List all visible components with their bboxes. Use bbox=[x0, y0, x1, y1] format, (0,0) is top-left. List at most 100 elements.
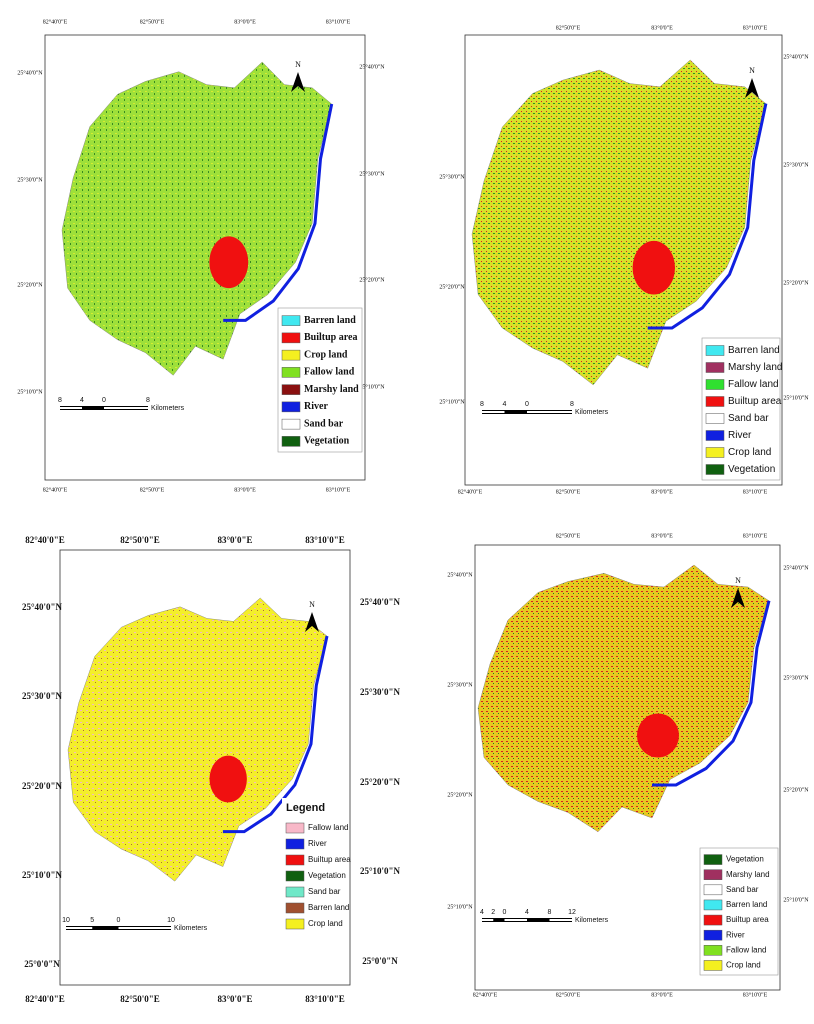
legend-swatch bbox=[285, 902, 305, 914]
legend-label: Sand bar bbox=[728, 413, 769, 424]
left-coordinate: 25°10'0"N bbox=[17, 388, 43, 395]
right-coordinate: 25°30'0"N bbox=[359, 170, 385, 177]
right-coordinate: 25°30'0"N bbox=[783, 161, 809, 168]
right-coordinate: 25°20'0"N bbox=[359, 276, 385, 283]
legend-swatch bbox=[703, 899, 723, 911]
legend-label: Crop land bbox=[726, 961, 761, 970]
bottom-coordinate: 82°40'0"E bbox=[458, 488, 483, 495]
left-coordinate: 25°10'0"N bbox=[22, 870, 63, 880]
river bbox=[223, 103, 334, 322]
legend-swatch bbox=[703, 914, 723, 926]
bottom-coordinate: 83°10'0"E bbox=[305, 994, 345, 1004]
legend-label: Vegetation bbox=[304, 436, 350, 447]
right-coordinate: 25°20'0"N bbox=[360, 777, 401, 787]
land-cover-map bbox=[61, 61, 332, 376]
map-frame bbox=[464, 34, 783, 486]
scale-label: 8 bbox=[570, 401, 574, 408]
legend-swatch bbox=[285, 886, 305, 898]
top-coordinate: 83°0'0"E bbox=[651, 532, 673, 539]
legend-swatch bbox=[281, 384, 301, 395]
legend-swatch bbox=[703, 945, 723, 956]
legend-swatch bbox=[705, 464, 725, 475]
legend-swatch bbox=[281, 436, 301, 447]
bottom-coordinate: 82°40'0"E bbox=[43, 486, 68, 493]
legend-swatch bbox=[281, 367, 301, 378]
legend-label: Crop land bbox=[304, 349, 348, 360]
river bbox=[652, 600, 771, 787]
legend-title: Legend bbox=[286, 802, 325, 814]
top-coordinate: 82°50'0"E bbox=[556, 24, 581, 31]
scale-label: 8 bbox=[548, 909, 552, 916]
top-coordinate: 82°50'0"E bbox=[140, 18, 165, 25]
left-coordinate: 25°10'0"N bbox=[439, 398, 465, 405]
scale-unit: Kilometers bbox=[174, 925, 208, 932]
left-coordinate: 25°30'0"N bbox=[439, 173, 465, 180]
left-coordinate: 25°30'0"N bbox=[22, 691, 63, 701]
left-coordinate: 25°30'0"N bbox=[17, 176, 43, 183]
scale-bar-segment bbox=[104, 407, 148, 409]
top-coordinate: 83°0'0"E bbox=[651, 24, 673, 31]
legend-label: Marshy land bbox=[726, 870, 770, 879]
legend-label: Barren land bbox=[308, 903, 349, 912]
right-coordinate: 25°20'0"N bbox=[783, 279, 809, 286]
north-arrow bbox=[731, 588, 745, 608]
legend-label: River bbox=[728, 430, 752, 441]
bottom-coordinate: 83°0'0"E bbox=[651, 991, 673, 998]
scale-bar-segment bbox=[66, 927, 93, 929]
scale-bar-segment bbox=[549, 919, 572, 921]
legend-label: Barren land bbox=[728, 345, 780, 356]
top-coordinate: 82°40'0"E bbox=[25, 535, 65, 545]
scale-bar-segment bbox=[527, 411, 572, 413]
legend-label: Fallow land bbox=[726, 945, 766, 954]
bottom-coordinate: 82°40'0"E bbox=[473, 991, 498, 998]
scale-label: 4 bbox=[503, 401, 507, 408]
left-coordinate: 25°40'0"N bbox=[22, 602, 63, 612]
top-coordinate: 82°50'0"E bbox=[556, 532, 581, 539]
legend-label: Marshy land bbox=[728, 362, 782, 373]
top-coordinate: 83°10'0"E bbox=[305, 535, 345, 545]
map-panel: N 82°40'0"E 82°50'0"E 83°0'0"E 83°10'0"E 82°4… bbox=[22, 535, 401, 1004]
land-cover-map bbox=[471, 59, 767, 386]
north-arrow bbox=[305, 612, 319, 632]
north-arrow bbox=[745, 78, 759, 98]
builtup-area bbox=[209, 755, 247, 803]
top-coordinate: 83°10'0"E bbox=[326, 18, 351, 25]
left-coordinate: 25°40'0"N bbox=[17, 69, 43, 76]
legend-label: Builtup area bbox=[728, 396, 782, 407]
scale-unit: Kilometers bbox=[151, 405, 185, 412]
scale-label: 12 bbox=[568, 909, 576, 916]
legend-swatch bbox=[285, 870, 305, 882]
map-frame bbox=[474, 544, 781, 991]
legend-label: Vegetation bbox=[726, 855, 764, 864]
right-coordinate: 25°40'0"N bbox=[359, 63, 385, 70]
scale-label: 5 bbox=[90, 917, 94, 924]
scale-unit: Kilometers bbox=[575, 917, 609, 924]
legend-label: Fallow land bbox=[308, 823, 348, 832]
legend-box bbox=[277, 307, 363, 453]
legend-swatch bbox=[705, 447, 725, 458]
legend-swatch bbox=[285, 838, 305, 850]
scale-bar-segment bbox=[482, 411, 505, 413]
top-coordinate: 82°40'0"E bbox=[43, 18, 68, 25]
legend-swatch bbox=[281, 349, 301, 361]
land-cover-map bbox=[67, 597, 328, 882]
legend-swatch bbox=[281, 332, 301, 344]
legend-label: Crop land bbox=[308, 919, 343, 928]
right-coordinate: 25°40'0"N bbox=[783, 53, 809, 60]
top-coordinate: 82°50'0"E bbox=[120, 535, 160, 545]
right-coordinate: 25°0'0"N bbox=[362, 956, 398, 966]
scale-label: 10 bbox=[62, 917, 70, 924]
left-coordinate: 25°20'0"N bbox=[447, 791, 473, 798]
legend-label: Crop land bbox=[728, 447, 771, 458]
left-coordinate: 25°20'0"N bbox=[439, 283, 465, 290]
scale-bar-segment bbox=[118, 927, 171, 929]
legend-swatch bbox=[703, 960, 723, 971]
legend-swatch bbox=[285, 918, 305, 930]
legend-box bbox=[282, 798, 348, 934]
scale-label: 4 bbox=[525, 909, 529, 916]
legend-box bbox=[701, 337, 781, 481]
legend-label: Vegetation bbox=[728, 464, 775, 475]
legend-label: Barren land bbox=[726, 900, 767, 909]
